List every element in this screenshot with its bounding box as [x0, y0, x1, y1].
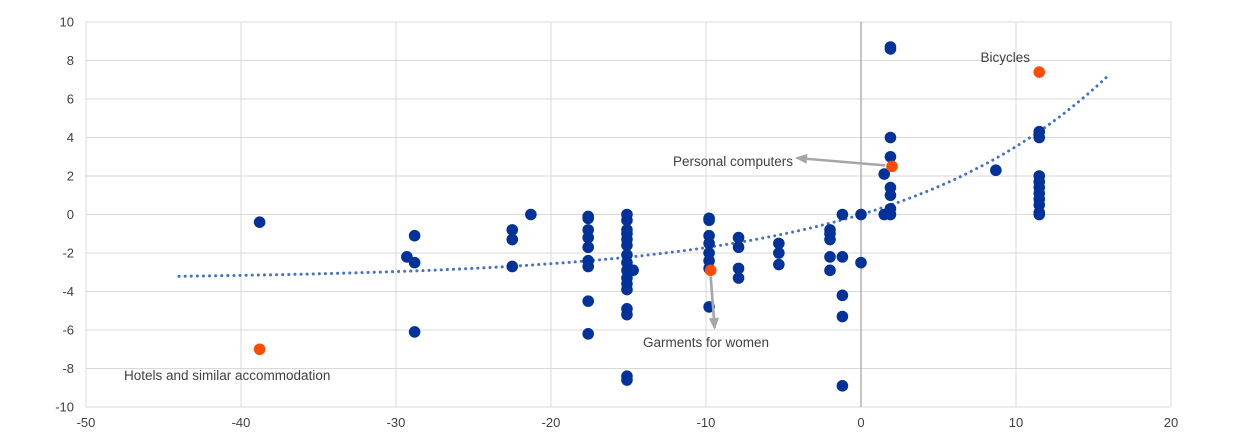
data-point: [408, 326, 421, 338]
data-point: [506, 233, 519, 246]
trend-line: [177, 73, 1111, 278]
y-tick-label: 10: [60, 15, 74, 30]
data-point: [824, 233, 836, 246]
highlight-point: [704, 264, 717, 277]
data-point: [855, 208, 867, 221]
annotation-bicycles: Bicycles: [980, 50, 1030, 65]
y-tick-label: -8: [62, 361, 74, 376]
data-point: [506, 224, 519, 236]
data-point: [703, 214, 715, 227]
data-point: [408, 229, 421, 242]
y-tick-label: -6: [62, 323, 74, 338]
data-point: [884, 150, 897, 163]
highlight-point: [253, 343, 266, 356]
annotation-personal-computers: Personal computers: [673, 154, 793, 169]
data-point: [824, 251, 836, 263]
data-point: [878, 168, 891, 180]
annotation-hotels: Hotels and similar accommodation: [124, 368, 330, 383]
data-point: [621, 283, 633, 296]
data-points: [253, 41, 1046, 392]
data-point: [836, 289, 849, 302]
data-point: [627, 264, 639, 277]
data-point: [621, 239, 633, 252]
y-tick-label: 6: [67, 92, 74, 107]
annotation-garments-for-women: Garments for women: [643, 335, 769, 350]
data-point: [855, 256, 867, 269]
annotation-arrows: [708, 153, 886, 330]
data-point: [884, 43, 897, 55]
data-point: [824, 264, 836, 277]
y-tick-label: -2: [62, 246, 74, 261]
personal-computers-arrow: [796, 156, 886, 167]
data-point: [621, 308, 633, 321]
highlight-point: [1033, 66, 1046, 78]
personal-computers-arrow-head: [795, 153, 808, 164]
data-point: [621, 374, 633, 386]
data-point: [836, 208, 849, 221]
data-point: [253, 216, 266, 228]
data-point: [1033, 131, 1046, 144]
data-point: [773, 237, 785, 250]
annotation-labels: Bicycles Personal computers Garments for w…: [124, 50, 1030, 383]
data-point: [732, 241, 745, 254]
y-tick-label: -4: [62, 284, 74, 299]
data-point: [582, 212, 594, 225]
data-point: [884, 131, 897, 144]
data-point: [1033, 208, 1046, 221]
x-tick-label: -40: [232, 415, 251, 430]
data-point: [582, 260, 594, 273]
x-tick-label: 10: [1009, 415, 1023, 430]
y-tick-label: 4: [67, 130, 74, 145]
data-point: [732, 272, 745, 284]
x-tick-label: 0: [857, 415, 864, 430]
data-point: [703, 237, 715, 250]
x-tick-label: 20: [1164, 415, 1178, 430]
data-point: [884, 208, 897, 221]
data-point: [582, 328, 594, 340]
data-point: [582, 231, 594, 244]
y-tick-label: 2: [67, 169, 74, 184]
highlight-point: [886, 160, 898, 173]
data-point: [582, 295, 594, 307]
data-point: [732, 262, 745, 275]
trend-line-group: [177, 73, 1111, 278]
data-point: [408, 256, 421, 269]
y-tick-label: 0: [67, 207, 74, 222]
data-point: [506, 260, 519, 273]
data-point: [773, 258, 785, 271]
data-point: [836, 380, 849, 392]
data-point: [773, 247, 785, 259]
garments-arrow-head: [708, 317, 719, 330]
data-point: [732, 231, 745, 244]
data-point: [836, 251, 849, 263]
data-point: [884, 189, 897, 202]
data-point: [836, 310, 849, 323]
x-tick-label: -50: [77, 415, 96, 430]
x-tick-label: -20: [542, 415, 561, 430]
y-tick-label: 8: [67, 53, 74, 68]
x-tick-label: -30: [387, 415, 406, 430]
data-point: [990, 164, 1002, 177]
x-tick-label: -10: [697, 415, 716, 430]
y-tick-label: -10: [55, 400, 74, 415]
data-point: [621, 214, 633, 227]
data-point: [525, 208, 537, 221]
data-point: [582, 241, 594, 254]
